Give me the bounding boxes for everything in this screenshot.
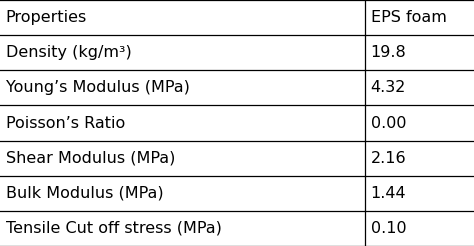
Text: 2.16: 2.16 (371, 151, 406, 166)
Text: 4.32: 4.32 (371, 80, 406, 95)
Text: Poisson’s Ratio: Poisson’s Ratio (6, 116, 125, 130)
Text: Bulk Modulus (MPa): Bulk Modulus (MPa) (6, 186, 164, 201)
Text: Tensile Cut off stress (MPa): Tensile Cut off stress (MPa) (6, 221, 221, 236)
Text: 0.10: 0.10 (371, 221, 406, 236)
Text: Density (kg/m³): Density (kg/m³) (6, 45, 131, 60)
Text: EPS foam: EPS foam (371, 10, 447, 25)
Text: 1.44: 1.44 (371, 186, 406, 201)
Text: Young’s Modulus (MPa): Young’s Modulus (MPa) (6, 80, 190, 95)
Text: 19.8: 19.8 (371, 45, 406, 60)
Text: 0.00: 0.00 (371, 116, 406, 130)
Text: Shear Modulus (MPa): Shear Modulus (MPa) (6, 151, 175, 166)
Text: Properties: Properties (6, 10, 87, 25)
